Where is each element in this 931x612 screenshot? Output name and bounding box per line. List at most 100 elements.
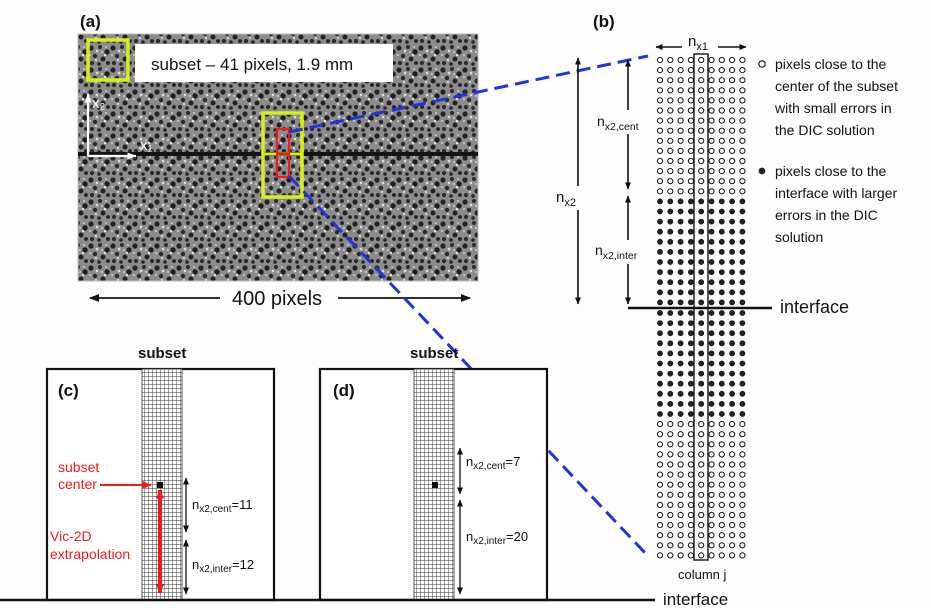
- pixel-dot-filled: [739, 279, 746, 286]
- pixel-dot-filled: [708, 198, 715, 205]
- pixel-dot-open: [656, 522, 664, 529]
- pixel-dot-filled: [739, 198, 746, 205]
- pixel-dot-filled: [677, 370, 684, 377]
- pixel-dot-open: [698, 481, 705, 488]
- pixel-dot-open: [729, 127, 736, 134]
- pixel-dot-open: [667, 501, 674, 508]
- pixel-dot-open: [718, 178, 725, 185]
- pixel-dot-filled: [677, 320, 684, 326]
- pixel-dot-open: [718, 188, 725, 195]
- pixel-dot-filled: [677, 228, 684, 235]
- pixel-dot-open: [708, 471, 715, 478]
- pixel-dot-open: [729, 501, 736, 508]
- pixel-dot-filled: [677, 299, 684, 306]
- pixel-dot-open: [667, 188, 674, 195]
- pixel-dot-open: [677, 532, 684, 539]
- pixel-dot-open: [667, 87, 674, 94]
- pixel-dot-open: [729, 511, 736, 519]
- pixel-dot-filled: [667, 350, 674, 357]
- pixel-dot-open: [667, 117, 674, 124]
- pixel-dot-open: [656, 542, 664, 549]
- pixel-dot-open: [708, 522, 715, 529]
- pixel-dot-open: [739, 178, 746, 185]
- pixel-dot-open: [708, 137, 715, 144]
- pixel-dot-open: [677, 481, 684, 488]
- pixel-dot-open: [718, 97, 725, 104]
- pixel-dot-filled: [688, 228, 694, 235]
- pixel-dot-filled: [718, 411, 725, 417]
- pixel-dot-open: [687, 77, 695, 84]
- n-x2-cent-d: nx2,cent=7: [466, 454, 520, 472]
- pixel-dot-filled: [698, 411, 705, 417]
- pixel-dot-open: [656, 471, 664, 478]
- pixel-dot-filled: [698, 248, 705, 255]
- pixel-dot-open: [667, 178, 674, 185]
- pixel-dot-open: [698, 87, 705, 94]
- pixel-dot-open: [687, 188, 695, 195]
- pixel-dot-open: [677, 451, 684, 458]
- pixel-dot-open: [698, 451, 705, 458]
- pixel-dot-open: [729, 168, 736, 175]
- pixel-dot-filled: [688, 269, 694, 275]
- pixel-dot-open: [687, 511, 695, 519]
- pixel-dot-filled: [739, 330, 746, 337]
- pixel-dot-open: [698, 491, 705, 498]
- pixel-dot-filled: [729, 218, 735, 225]
- pixel-dot-filled: [729, 360, 735, 367]
- pixel-dot-open: [708, 552, 715, 559]
- pixel-dot-open: [667, 77, 674, 84]
- pixel-dot-open: [739, 97, 746, 104]
- subset-title-c: subset: [138, 345, 186, 362]
- pixel-dot-filled: [667, 299, 674, 306]
- subset-marker-yellow: [86, 38, 130, 82]
- pixel-dot-filled: [739, 380, 746, 387]
- pixel-dot-filled: [718, 299, 725, 306]
- pixel-dot-open: [708, 157, 715, 165]
- pixel-dot-filled: [657, 310, 663, 316]
- pixel-dot-open: [667, 56, 674, 64]
- pixel-dot-filled: [739, 390, 746, 397]
- pixel-dot-open: [677, 107, 684, 114]
- pixel-dot-filled: [698, 360, 705, 367]
- pixel-dot-open: [729, 471, 736, 478]
- pixel-dot-open: [687, 67, 695, 74]
- pixel-dot-filled: [698, 370, 705, 377]
- pixel-dot-filled: [718, 198, 725, 205]
- pixel-dot-filled: [729, 259, 735, 265]
- pixel-dot-filled: [657, 218, 663, 225]
- pixel-dot-open: [677, 501, 684, 508]
- pixel-dot-open: [708, 87, 715, 94]
- pixel-dot-open: [687, 147, 695, 154]
- pixel-dot-filled: [657, 370, 663, 377]
- pixel-dot-open: [729, 552, 736, 559]
- pixel-dot-open: [656, 441, 664, 448]
- pixel-dot-open: [739, 491, 746, 498]
- pixel-dot-open: [677, 421, 684, 428]
- subset-center-d: [432, 482, 438, 488]
- pixel-dot-filled: [708, 228, 715, 235]
- pixel-dot-open: [687, 491, 695, 498]
- column-j-label: column j: [678, 567, 727, 582]
- pixel-dot-open: [718, 461, 725, 468]
- pixel-dot-open: [718, 431, 725, 438]
- pixel-dot-filled: [718, 279, 725, 286]
- pixel-dot-filled: [708, 370, 715, 377]
- pixel-dot-open: [667, 157, 674, 165]
- n-x2-cent-c: nx2,cent=11: [192, 497, 253, 515]
- pixel-dot-open: [718, 471, 725, 478]
- pixel-dot-filled: [708, 340, 715, 347]
- pixel-dot-open: [718, 532, 725, 539]
- pixel-dot-open: [687, 441, 695, 448]
- pixel-dot-filled: [698, 380, 705, 387]
- pixel-dot-filled: [739, 320, 746, 326]
- pixel-dot-open: [718, 511, 725, 519]
- pixel-dot-open: [729, 542, 736, 549]
- pixel-dot-open: [656, 511, 664, 519]
- pixel-dot-open: [677, 542, 684, 549]
- pixel-dot-filled: [698, 320, 705, 326]
- pixel-dot-filled: [688, 400, 694, 407]
- pixel-dot-open: [698, 188, 705, 195]
- pixel-dot-open: [677, 168, 684, 175]
- pixel-dot-filled: [677, 269, 684, 275]
- legend-open-line: pixels close to the: [775, 56, 886, 72]
